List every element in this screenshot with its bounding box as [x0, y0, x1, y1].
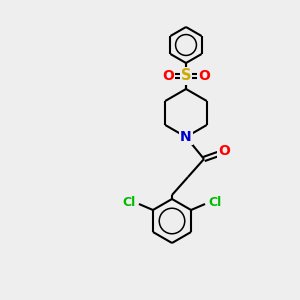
Text: O: O	[198, 69, 210, 83]
Text: S: S	[181, 68, 191, 83]
Text: O: O	[218, 144, 230, 158]
Text: N: N	[180, 130, 192, 144]
Text: Cl: Cl	[122, 196, 136, 208]
Text: O: O	[162, 69, 174, 83]
Text: Cl: Cl	[208, 196, 222, 208]
